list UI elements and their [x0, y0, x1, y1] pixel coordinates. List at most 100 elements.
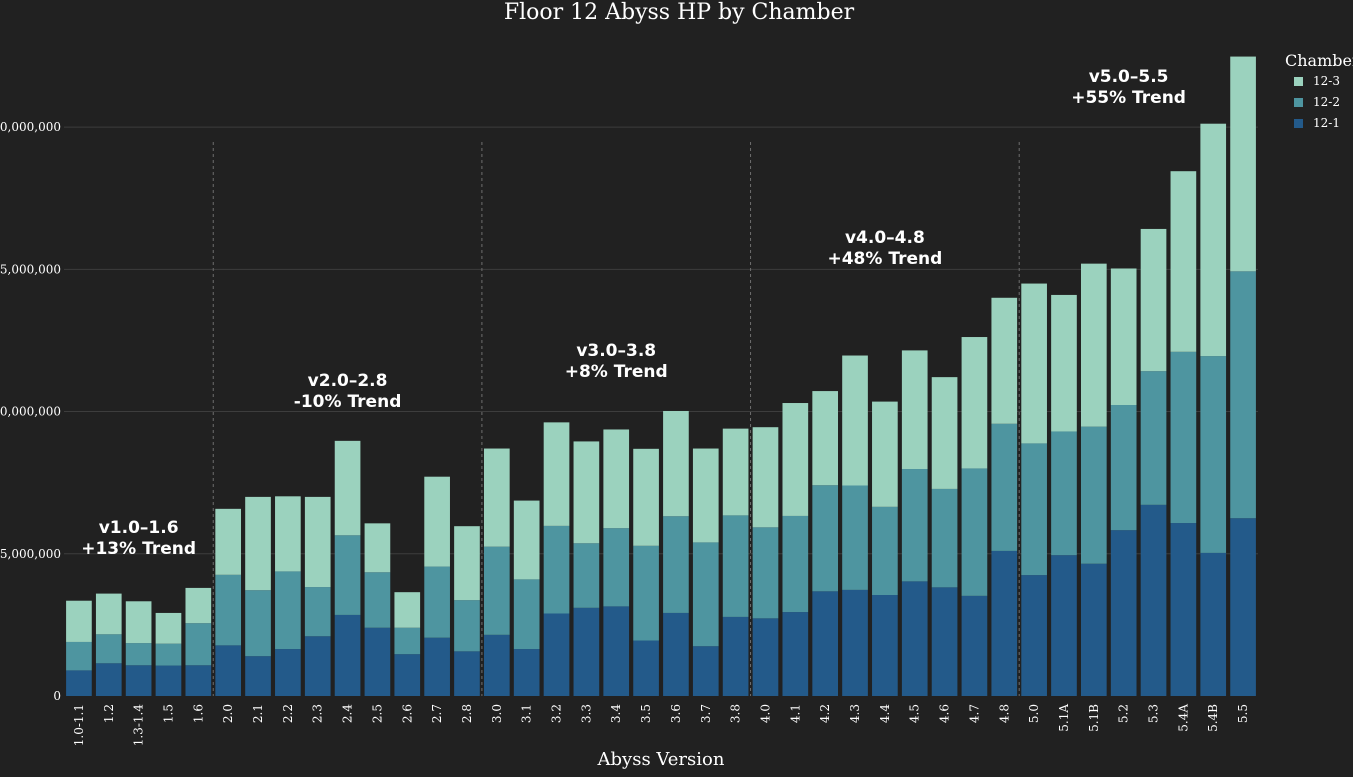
chart-title: Floor 12 Abyss HP by Chamber	[504, 0, 855, 25]
x-axis-ticks: 1.0-1.1 1.2 1.3-1.4 1.5 1.6 2.0 2.1 2.2 2.3 2.4 2.…	[72, 704, 1250, 747]
bar-12-3-3.6	[663, 410, 689, 517]
bar-12-1-2.3	[304, 636, 331, 696]
bar-12-3-4.1	[782, 403, 809, 516]
bar-12-3-3.1	[513, 500, 540, 580]
x-axis-title: Abyss Version	[597, 749, 725, 770]
legend-label: 12-3	[1313, 74, 1340, 88]
y-tick-label: 10,000,000	[0, 405, 61, 419]
bar-12-3-1.5	[155, 612, 182, 644]
legend: Chamber 12-3 12-2 12-1	[1285, 51, 1353, 130]
bar-12-2-5.1B	[1080, 426, 1107, 564]
bar-12-1-3.8	[722, 616, 749, 696]
bar-12-2-4.0	[752, 527, 779, 619]
x-tick-label: 1.0-1.1	[72, 704, 86, 746]
era-label: v1.0–1.6	[99, 518, 179, 538]
bar-12-1-1.3-1.4	[125, 665, 152, 696]
bar-12-1-3.7	[692, 646, 719, 696]
x-tick-label: 2.8	[460, 704, 474, 723]
bar-12-3-1.6	[185, 587, 212, 624]
bar-12-1-2.7	[424, 637, 450, 696]
bar-12-3-4.2	[812, 391, 839, 486]
bar-12-3-2.2	[275, 496, 301, 572]
x-tick-label: 2.4	[341, 704, 355, 723]
x-tick-label: 5.1B	[1087, 704, 1101, 732]
x-tick-label: 2.6	[400, 704, 414, 723]
x-tick-label: 2.0	[221, 704, 235, 723]
bar-12-3-5.0	[1021, 283, 1047, 444]
bar-12-3-5.3	[1140, 228, 1167, 372]
era-trend: +55% Trend	[1071, 88, 1186, 108]
bar-12-3-4.8	[991, 297, 1018, 424]
bar-12-1-2.5	[364, 627, 391, 696]
bar-12-3-5.4A	[1170, 171, 1197, 352]
bar-12-1-4.1	[782, 612, 809, 696]
x-tick-label: 5.3	[1147, 704, 1161, 723]
x-tick-label: 1.5	[161, 704, 175, 723]
bar-12-2-5.2	[1110, 405, 1137, 531]
bar-12-1-2.1	[245, 656, 271, 696]
bar-12-2-5.3	[1140, 371, 1167, 505]
bars	[66, 56, 1256, 696]
bar-12-2-3.7	[692, 542, 719, 647]
x-tick-label: 4.1	[788, 704, 802, 723]
bar-12-3-5.1B	[1080, 263, 1107, 427]
bar-12-1-5.4A	[1170, 523, 1197, 696]
bar-12-2-2.4	[334, 535, 361, 615]
bar-12-2-4.3	[842, 485, 868, 590]
bar-12-3-2.7	[424, 476, 450, 567]
bar-12-1-1.2	[95, 663, 122, 696]
y-tick-label: 20,000,000	[0, 120, 61, 134]
era-label: v4.0–4.8	[845, 228, 925, 248]
x-tick-label: 4.3	[848, 704, 862, 723]
era-label: v3.0–3.8	[576, 341, 656, 361]
bar-12-2-3.0	[483, 546, 510, 635]
bar-12-2-4.1	[782, 515, 809, 613]
x-tick-label: 2.7	[430, 704, 444, 723]
era-annotations: v1.0–1.6+13% Trend v2.0–2.8-10% Trend v3.0…	[81, 67, 1186, 559]
x-tick-label: 3.3	[579, 704, 593, 723]
x-tick-label: 4.5	[908, 704, 922, 723]
era-dividers	[212, 142, 1020, 696]
bar-12-3-3.3	[573, 441, 600, 544]
bar-12-3-3.0	[483, 448, 510, 547]
legend-swatch-12-1	[1294, 119, 1303, 128]
bar-12-3-5.5	[1230, 56, 1256, 272]
bar-12-1-5.3	[1140, 504, 1167, 696]
bar-12-2-2.2	[275, 571, 301, 650]
x-tick-label: 3.4	[609, 704, 623, 723]
bar-12-3-3.5	[633, 448, 659, 546]
bar-12-1-2.0	[215, 645, 242, 696]
bar-12-1-4.5	[901, 581, 928, 696]
bar-12-1-1.6	[185, 665, 212, 696]
x-tick-label: 3.0	[490, 704, 504, 723]
bar-12-2-2.5	[364, 572, 391, 628]
bar-12-3-2.1	[245, 496, 271, 591]
bar-12-1-5.2	[1110, 530, 1137, 696]
bar-12-1-3.5	[633, 640, 659, 696]
bar-12-1-2.6	[394, 654, 421, 696]
bar-12-2-4.2	[812, 485, 839, 592]
bar-12-1-2.4	[334, 614, 361, 696]
bar-12-3-2.3	[304, 496, 331, 588]
bar-12-2-3.1	[513, 579, 540, 650]
x-tick-label: 5.5	[1236, 704, 1250, 723]
bar-12-3-4.4	[872, 401, 898, 507]
bar-12-2-5.1A	[1051, 431, 1077, 556]
era-trend: +48% Trend	[827, 249, 942, 269]
bar-12-2-1.2	[95, 634, 122, 664]
bar-12-3-1.0-1.1	[66, 600, 92, 642]
x-tick-label: 5.0	[1027, 704, 1041, 723]
x-tick-label: 4.0	[758, 704, 772, 723]
bar-12-1-4.2	[812, 591, 839, 696]
bar-12-1-3.0	[483, 634, 510, 696]
x-tick-label: 2.1	[251, 704, 265, 723]
bar-12-3-2.4	[334, 440, 361, 536]
bar-12-3-3.4	[603, 429, 630, 529]
bar-12-2-4.6	[931, 488, 958, 588]
bar-12-2-5.5	[1230, 271, 1256, 519]
bar-12-2-2.3	[304, 587, 331, 637]
bar-12-1-5.4B	[1200, 552, 1227, 696]
legend-label: 12-2	[1313, 95, 1340, 109]
x-tick-label: 1.6	[191, 704, 205, 723]
bar-12-3-1.3-1.4	[125, 601, 152, 644]
